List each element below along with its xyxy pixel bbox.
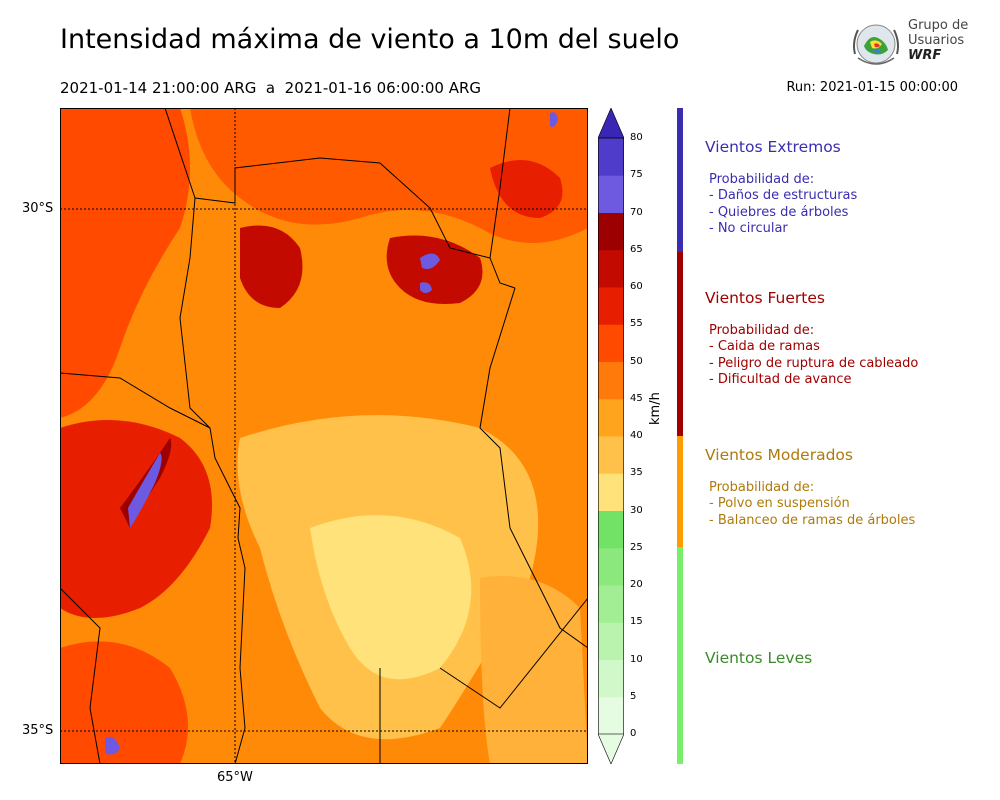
west-strong-zone bbox=[60, 108, 190, 418]
category-desc-strong: Probabilidad de: - Caida de ramas - Peli… bbox=[709, 323, 918, 388]
colorbar-tick-label: 65 bbox=[630, 243, 643, 255]
colorbar-tick-label: 0 bbox=[630, 728, 637, 739]
colorbar-segment bbox=[598, 324, 624, 362]
run-time: Run: 2021-01-15 00:00:00 bbox=[786, 80, 958, 95]
colorbar-tick-label: 35 bbox=[630, 467, 643, 479]
category-title-moderate: Vientos Moderados bbox=[705, 446, 853, 464]
colorbar-unit: km/h bbox=[648, 392, 663, 425]
low-zone bbox=[310, 515, 472, 680]
colorbar-tick-label: 10 bbox=[630, 653, 643, 665]
wrf-group-logo: Grupo de Usuarios WRF bbox=[848, 16, 968, 72]
desc-line: - Daños de estructuras bbox=[709, 188, 858, 204]
colorbar-segment bbox=[598, 138, 624, 176]
chart-title: Intensidad máxima de viento a 10m del su… bbox=[60, 24, 680, 55]
category-bar-moderate bbox=[677, 436, 683, 547]
desc-line: - Balanceo de ramas de árboles bbox=[709, 512, 916, 528]
colorbar-segment bbox=[598, 696, 624, 735]
colorbar-tick-label: 25 bbox=[630, 541, 643, 553]
extreme-cell-south bbox=[105, 736, 120, 755]
logo-text-wrf: WRF bbox=[908, 48, 942, 63]
category-title-strong: Vientos Fuertes bbox=[705, 289, 825, 307]
north-east-cell bbox=[490, 160, 563, 218]
colorbar-tick-label: 40 bbox=[630, 430, 643, 441]
desc-line: - Caida de ramas bbox=[709, 339, 820, 355]
colorbar-segment bbox=[598, 249, 624, 288]
desc-line: - No circular bbox=[709, 220, 788, 236]
map-frame bbox=[60, 108, 588, 764]
colorbar-segment bbox=[598, 510, 624, 549]
colorbar-segment bbox=[598, 659, 624, 698]
category-title-extreme: Vientos Extremos bbox=[705, 138, 841, 156]
colorbar-tick-label: 80 bbox=[630, 132, 643, 143]
logo-text-usuarios: Usuarios bbox=[908, 33, 965, 48]
extreme-cell-northeast bbox=[420, 253, 440, 269]
colorbar-segment bbox=[598, 175, 624, 213]
colorbar-segment bbox=[598, 361, 624, 400]
colorbar-max-extension bbox=[598, 108, 624, 139]
desc-line: Probabilidad de: bbox=[709, 172, 815, 187]
extreme-cell-andes bbox=[128, 453, 162, 528]
lon-label-65w: 65°W bbox=[217, 770, 253, 785]
province-boundaries bbox=[60, 108, 588, 764]
colorbar-segment bbox=[598, 585, 624, 623]
colorbar-tick-label: 5 bbox=[630, 690, 637, 702]
wind-colorbar bbox=[598, 108, 624, 764]
colorbar-tick-label: 45 bbox=[630, 392, 643, 404]
colorbar-min-extension bbox=[598, 733, 624, 764]
desc-line: Probabilidad de: bbox=[709, 323, 815, 338]
graticule bbox=[60, 108, 588, 764]
southwest-strong-zone bbox=[60, 641, 188, 764]
colorbar-tick-label: 75 bbox=[630, 169, 643, 181]
category-title-light: Vientos Leves bbox=[705, 649, 813, 667]
colorbar-segment bbox=[598, 212, 624, 251]
desc-line: - Quiebres de árboles bbox=[709, 204, 849, 220]
desc-line: - Peligro de ruptura de cableado bbox=[709, 355, 919, 371]
colorbar-segment bbox=[598, 436, 624, 474]
desc-line: - Polvo en suspensión bbox=[709, 496, 850, 512]
category-bar-extreme bbox=[677, 108, 683, 252]
extreme-cell-northeast-2 bbox=[420, 282, 432, 293]
desc-line: - Dificultad de avance bbox=[709, 371, 852, 387]
globe-laurel-icon bbox=[853, 24, 899, 65]
colorbar-segment bbox=[598, 398, 624, 437]
colorbar-tick-label: 15 bbox=[630, 616, 643, 628]
category-desc-extreme: Probabilidad de: - Daños de estructuras … bbox=[709, 172, 857, 237]
colorbar-tick-label: 30 bbox=[630, 504, 643, 516]
valid-period: 2021-01-14 21:00:00 ARG a 2021-01-16 06:… bbox=[60, 79, 482, 97]
colorbar-tick-label: 20 bbox=[630, 579, 643, 590]
wind-intensity-map bbox=[60, 108, 588, 764]
category-desc-moderate: Probabilidad de: - Polvo en suspensión -… bbox=[709, 480, 915, 529]
lat-label-30s: 30°S bbox=[22, 201, 54, 216]
colorbar-outline bbox=[598, 137, 624, 735]
central-strong-zone bbox=[240, 225, 303, 308]
colorbar-segment bbox=[598, 287, 624, 325]
colorbar-segment bbox=[598, 473, 624, 511]
lat-label-35s: 35°S bbox=[22, 723, 54, 738]
colorbar-tick-label: 55 bbox=[630, 318, 643, 330]
logo-text-grupo: Grupo de bbox=[908, 18, 969, 33]
colorbar-segment bbox=[598, 622, 624, 660]
andes-strong-zone bbox=[60, 420, 212, 618]
southeast-zone bbox=[480, 576, 588, 764]
extreme-cell-north bbox=[550, 112, 558, 128]
desc-line: Probabilidad de: bbox=[709, 480, 815, 495]
colorbar-tick-label: 70 bbox=[630, 206, 643, 218]
northeast-strong-zone bbox=[386, 235, 483, 304]
colorbar-segment bbox=[598, 547, 624, 586]
category-bar-strong bbox=[677, 252, 683, 436]
colorbar-tick-label: 50 bbox=[630, 355, 643, 367]
colorbar-tick-label: 60 bbox=[630, 281, 643, 292]
category-bar-light bbox=[677, 547, 683, 764]
